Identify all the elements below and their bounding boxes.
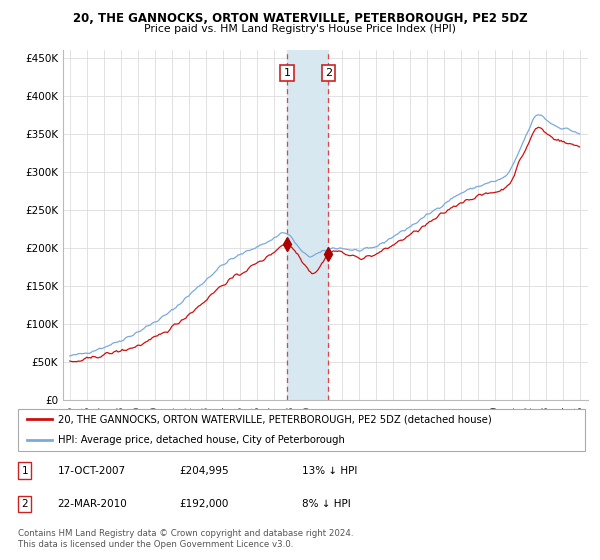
Text: 17-OCT-2007: 17-OCT-2007 xyxy=(58,465,126,475)
Text: HPI: Average price, detached house, City of Peterborough: HPI: Average price, detached house, City… xyxy=(58,435,344,445)
Text: 8% ↓ HPI: 8% ↓ HPI xyxy=(302,499,350,509)
Text: 13% ↓ HPI: 13% ↓ HPI xyxy=(302,465,357,475)
Text: 22-MAR-2010: 22-MAR-2010 xyxy=(58,499,127,509)
Text: £204,995: £204,995 xyxy=(179,465,229,475)
FancyBboxPatch shape xyxy=(18,409,585,451)
Text: 20, THE GANNOCKS, ORTON WATERVILLE, PETERBOROUGH, PE2 5DZ: 20, THE GANNOCKS, ORTON WATERVILLE, PETE… xyxy=(73,12,527,25)
Text: £192,000: £192,000 xyxy=(179,499,229,509)
Text: 2: 2 xyxy=(325,68,332,78)
Text: 1: 1 xyxy=(22,465,28,475)
Bar xyxy=(287,50,328,400)
Text: 2: 2 xyxy=(22,499,28,509)
Text: 1: 1 xyxy=(284,68,290,78)
Text: 20, THE GANNOCKS, ORTON WATERVILLE, PETERBOROUGH, PE2 5DZ (detached house): 20, THE GANNOCKS, ORTON WATERVILLE, PETE… xyxy=(58,414,491,424)
Text: Contains HM Land Registry data © Crown copyright and database right 2024.
This d: Contains HM Land Registry data © Crown c… xyxy=(18,529,353,549)
Text: Price paid vs. HM Land Registry's House Price Index (HPI): Price paid vs. HM Land Registry's House … xyxy=(144,24,456,34)
